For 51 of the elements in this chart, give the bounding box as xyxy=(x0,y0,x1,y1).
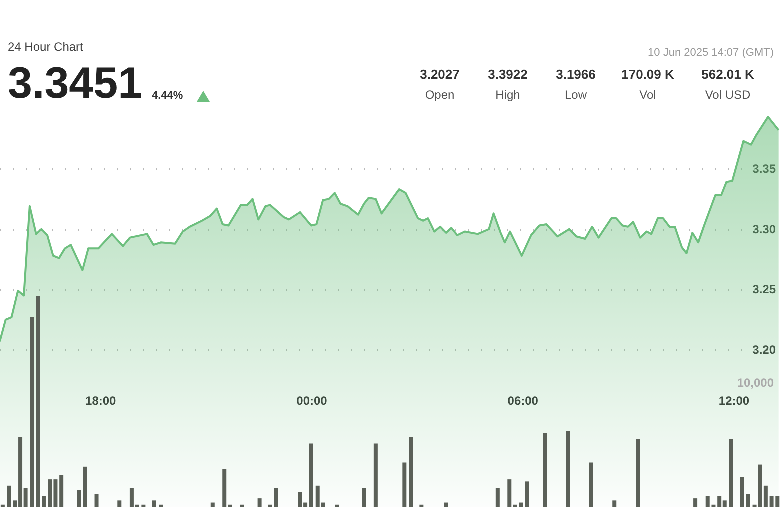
bar xyxy=(60,475,64,507)
bar xyxy=(222,469,227,507)
bar xyxy=(496,488,500,507)
bar xyxy=(508,480,512,507)
annotation: 4.44% xyxy=(152,90,184,102)
bar xyxy=(258,498,262,507)
bar xyxy=(589,462,594,507)
bar xyxy=(77,490,82,507)
annotation: Vol USD xyxy=(704,88,752,102)
bar xyxy=(94,494,99,507)
annotation: 170.09 K xyxy=(620,67,676,82)
bar xyxy=(83,466,88,507)
text: 24 Hour Chart xyxy=(8,40,84,54)
bar xyxy=(694,498,698,507)
annotation: Low xyxy=(564,88,588,102)
bar xyxy=(409,437,414,507)
annotation: 3.2027 xyxy=(419,67,461,82)
y-tick-label: 3.35 xyxy=(752,162,776,176)
y-tick-label: 3.25 xyxy=(752,282,776,297)
annotation: 10 Jun 2025 14:07 (GMT) xyxy=(648,47,774,59)
bar xyxy=(152,500,156,507)
annotation: 562.01 K xyxy=(700,67,756,82)
annotation: Open xyxy=(424,88,456,102)
y-tick-label: 3.30 xyxy=(752,222,776,236)
bar xyxy=(543,433,548,507)
x-tick-label: 18:00 xyxy=(86,394,117,408)
bar xyxy=(210,502,215,507)
bar xyxy=(746,494,750,507)
x-tick-label: 12:00 xyxy=(718,394,750,408)
bar xyxy=(402,462,407,507)
bar xyxy=(740,477,744,507)
annotation: 3.3451 xyxy=(8,59,143,108)
annotation: 10,000 xyxy=(737,376,774,390)
bar xyxy=(374,444,378,507)
x-tick-label: 00:00 xyxy=(296,394,328,408)
bar xyxy=(444,502,448,507)
bar xyxy=(764,486,768,507)
bar xyxy=(729,439,734,507)
x-tick-label: 06:00 xyxy=(508,394,539,408)
bar xyxy=(612,500,617,507)
annotation: 3.3922 xyxy=(487,67,529,82)
y-tick-label: 3.20 xyxy=(752,343,776,358)
bar xyxy=(118,500,122,507)
annotation: Vol xyxy=(638,88,658,102)
bar xyxy=(309,444,314,507)
bar xyxy=(42,496,46,507)
annotation: 3.1966 xyxy=(556,67,596,82)
bar xyxy=(566,431,570,507)
annotation: High xyxy=(494,88,522,102)
bar xyxy=(636,439,640,507)
bar xyxy=(362,488,366,507)
